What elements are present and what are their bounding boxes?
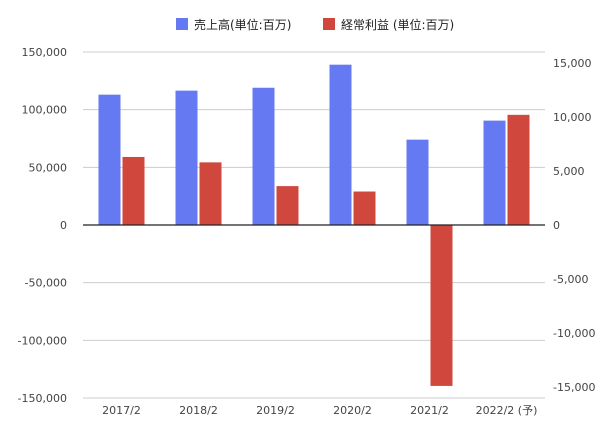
bar-ordinary-profit [276,186,299,225]
chart-bars [83,64,545,386]
right-tick-label: -5,000 [553,273,588,286]
bar-sales [483,120,506,225]
x-tick-label: 2020/2 [333,404,372,417]
left-tick-label: -100,000 [18,334,67,347]
x-tick-label: 2021/2 [410,404,449,417]
right-tick-label: -15,000 [553,381,595,394]
bar-ordinary-profit [430,225,453,386]
right-tick-label: 15,000 [553,57,592,70]
left-tick-label: 50,000 [29,161,68,174]
x-tick-label: 2022/2 (予) [476,404,538,417]
right-tick-label: 5,000 [553,165,585,178]
bar-sales [98,94,121,225]
legend-swatch [323,18,335,30]
bar-ordinary-profit [507,114,530,225]
x-axis-ticks: 2017/2 2018/2 2019/2 2020/2 2021/2 2022/2 (予) [102,404,537,417]
right-tick-label: 0 [553,219,560,232]
x-tick-label: 2019/2 [256,404,295,417]
right-axis-ticks: 15,000 10,000 5,000 0 -5,000 -10,000 -15,000 [553,57,595,394]
legend-swatch [176,18,188,30]
bar-ordinary-profit [353,191,376,225]
x-tick-label: 2018/2 [179,404,218,417]
bar-sales [252,87,275,226]
right-tick-label: 10,000 [553,111,592,124]
right-tick-label: -10,000 [553,327,595,340]
left-tick-label: 100,000 [22,104,68,117]
chart-legend: 売上高(単位:百万) 経常利益 (単位:百万) [176,17,454,32]
legend-label: 経常利益 (単位:百万) [341,17,454,32]
bar-sales [175,90,198,226]
bar-sales [406,139,429,225]
left-tick-label: 150,000 [22,46,68,59]
bar-sales [329,64,352,225]
left-tick-label: -150,000 [18,392,67,405]
legend-label: 売上高(単位:百万) [194,17,291,32]
bar-ordinary-profit [122,156,145,225]
bar-ordinary-profit [199,162,222,225]
left-tick-label: -50,000 [25,277,67,290]
left-axis-ticks: 150,000 100,000 50,000 0 -50,000 -100,000 -150… [18,46,67,405]
x-tick-label: 2017/2 [102,404,141,417]
left-tick-label: 0 [60,219,67,232]
chart-gridlines [83,51,545,399]
